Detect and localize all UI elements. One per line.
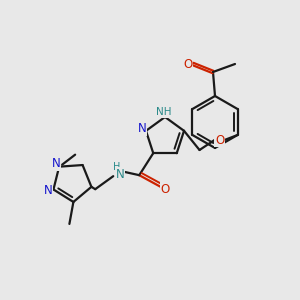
Text: O: O (160, 183, 170, 196)
Text: O: O (215, 134, 224, 146)
Text: N: N (44, 184, 53, 197)
Text: NH: NH (156, 107, 172, 117)
Text: N: N (116, 168, 124, 181)
Text: O: O (183, 58, 193, 70)
Text: N: N (52, 157, 61, 170)
Text: H: H (112, 162, 120, 172)
Text: N: N (138, 122, 146, 135)
